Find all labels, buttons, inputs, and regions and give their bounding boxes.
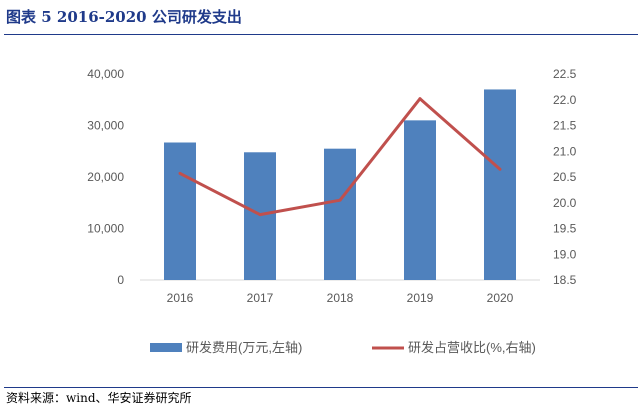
x-tick-label: 2016 bbox=[167, 291, 194, 305]
left-tick-label: 40,000 bbox=[87, 67, 124, 81]
left-tick-label: 20,000 bbox=[87, 170, 124, 184]
legend: 研发费用(万元,左轴) 研发占营收比(%,右轴) bbox=[150, 340, 536, 355]
left-tick-label: 0 bbox=[117, 273, 124, 287]
legend-bar-label: 研发费用(万元,左轴) bbox=[186, 340, 302, 355]
line-point-2020 bbox=[498, 167, 502, 171]
right-axis: 18.5 19.0 19.5 20.0 20.5 21.0 21.5 22.0 22.5 bbox=[553, 67, 577, 287]
figure-title: 图表 5 2016-2020 公司研发支出 bbox=[6, 8, 242, 26]
x-tick-label: 2018 bbox=[327, 291, 354, 305]
right-tick-label: 19.0 bbox=[553, 247, 577, 261]
bar-series bbox=[164, 89, 516, 280]
bar-2019 bbox=[404, 120, 436, 280]
bar-2020 bbox=[484, 89, 516, 280]
source-note: 资料来源：wind、华安证券研究所 bbox=[6, 391, 192, 405]
right-tick-label: 21.0 bbox=[553, 144, 577, 158]
bar-2018 bbox=[324, 148, 356, 280]
right-tick-label: 22.5 bbox=[553, 67, 577, 81]
bar-2017 bbox=[244, 152, 276, 280]
legend-line-label: 研发占营收比(%,右轴) bbox=[408, 340, 536, 355]
right-tick-label: 18.5 bbox=[553, 273, 577, 287]
left-tick-label: 10,000 bbox=[87, 222, 124, 236]
x-tick-label: 2019 bbox=[407, 291, 434, 305]
line-series bbox=[178, 97, 502, 217]
legend-bar-swatch bbox=[150, 343, 182, 352]
line-point-2018 bbox=[338, 198, 342, 202]
left-tick-label: 30,000 bbox=[87, 119, 124, 133]
x-tick-label: 2017 bbox=[247, 291, 274, 305]
right-tick-label: 20.5 bbox=[553, 170, 577, 184]
line-point-2019 bbox=[418, 97, 422, 101]
x-tick-label: 2020 bbox=[487, 291, 514, 305]
x-axis: 2016 2017 2018 2019 2020 bbox=[167, 291, 514, 305]
title-rule bbox=[4, 34, 638, 35]
right-tick-label: 21.5 bbox=[553, 119, 577, 133]
line-point-2017 bbox=[258, 213, 262, 217]
right-tick-label: 19.5 bbox=[553, 222, 577, 236]
left-axis: 0 10,000 20,000 30,000 40,000 bbox=[87, 67, 124, 287]
right-tick-label: 22.0 bbox=[553, 93, 577, 107]
line-point-2016 bbox=[178, 171, 182, 175]
bar-2016 bbox=[164, 142, 196, 280]
source-rule bbox=[4, 387, 638, 388]
right-tick-label: 20.0 bbox=[553, 196, 577, 210]
